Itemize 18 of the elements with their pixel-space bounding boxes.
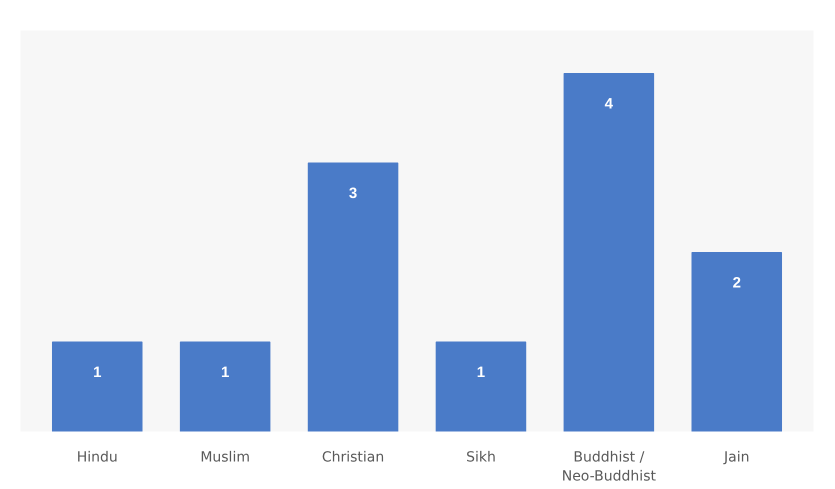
bar bbox=[564, 72, 654, 432]
bar bbox=[52, 341, 143, 432]
x-tick-label: Buddhist / Neo-Buddhist bbox=[562, 450, 656, 485]
data-label: 3 bbox=[348, 184, 358, 202]
bar bbox=[691, 252, 782, 432]
x-tick-label: Hindu bbox=[76, 450, 118, 466]
bar bbox=[436, 341, 526, 432]
data-label: 1 bbox=[220, 364, 230, 381]
data-label: 1 bbox=[476, 364, 486, 381]
x-tick-label: Muslim bbox=[200, 450, 250, 466]
x-tick-label: Jain bbox=[723, 450, 750, 466]
x-tick-label: Christian bbox=[322, 450, 384, 466]
x-tick-label: Sikh bbox=[466, 450, 496, 466]
data-label: 4 bbox=[604, 95, 614, 112]
data-label: 1 bbox=[93, 364, 102, 381]
bar bbox=[180, 341, 270, 432]
data-label: 2 bbox=[732, 274, 741, 292]
bar bbox=[308, 162, 398, 432]
